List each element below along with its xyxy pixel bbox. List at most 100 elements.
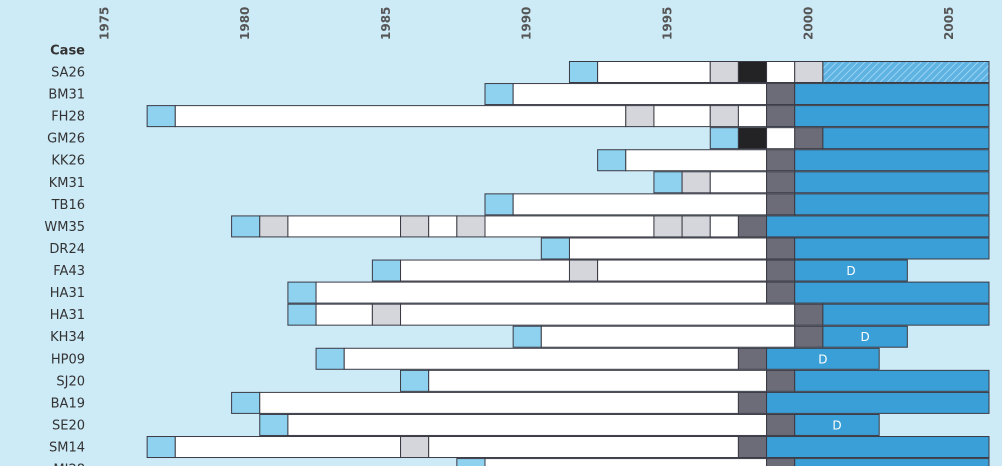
segment [484, 458, 768, 466]
segment [400, 215, 430, 238]
segment [681, 215, 711, 238]
segment [766, 391, 990, 414]
row-label: SM14 [49, 441, 85, 456]
segment [709, 61, 739, 83]
row-label: SJ20 [56, 374, 85, 389]
row-label: GM26 [47, 132, 85, 147]
segment [766, 171, 796, 194]
segment [766, 215, 990, 238]
segment [737, 127, 768, 150]
segment [766, 436, 990, 459]
segment [766, 347, 880, 370]
segment [794, 105, 990, 128]
segment [597, 61, 711, 83]
segment [737, 347, 768, 370]
segment [456, 458, 486, 466]
segment-label: D [818, 352, 827, 366]
segment [794, 458, 990, 466]
segment [568, 259, 599, 282]
segment [766, 61, 796, 83]
segment [737, 391, 768, 414]
segment [766, 369, 796, 392]
segment [146, 105, 176, 128]
segment [343, 347, 739, 370]
segment [512, 193, 768, 216]
segment [681, 171, 711, 194]
segment [822, 325, 908, 348]
row-label: WM35 [44, 220, 85, 235]
segment [146, 436, 176, 459]
segment [231, 391, 261, 414]
segment [766, 193, 796, 216]
row-label: HA31 [50, 286, 85, 301]
segment [484, 83, 514, 106]
segment [174, 436, 402, 459]
segment [287, 413, 768, 436]
segment [709, 105, 739, 128]
segment [484, 215, 655, 238]
segment [400, 436, 430, 459]
row-label: MJ28 [53, 463, 85, 466]
segment-label: D [846, 264, 855, 278]
segment [794, 149, 990, 172]
row-label: FH28 [51, 110, 85, 125]
segment [400, 259, 570, 282]
segment [794, 237, 990, 260]
segment [287, 303, 317, 326]
segment [794, 325, 824, 348]
row-label: FA43 [53, 264, 85, 279]
segment [400, 369, 430, 392]
segment [400, 303, 796, 326]
segment-label: D [832, 418, 841, 432]
row-label: SE20 [52, 418, 85, 433]
segment [709, 215, 739, 238]
segment [287, 281, 317, 304]
segment [231, 215, 261, 238]
segment [625, 149, 768, 172]
row-label: KH34 [50, 330, 85, 345]
segment [540, 325, 796, 348]
segment [794, 127, 824, 150]
row-label: HA31 [50, 308, 85, 323]
segment [597, 149, 627, 172]
segment [794, 303, 824, 326]
segment [709, 171, 768, 194]
segment [371, 259, 402, 282]
segment [512, 83, 768, 106]
segment [428, 369, 768, 392]
segment [456, 215, 486, 238]
segment-label: D [860, 330, 869, 344]
segment [315, 347, 345, 370]
segment [287, 215, 402, 238]
segment [371, 303, 402, 326]
row-label: BM31 [48, 88, 85, 103]
x-tick-label: 1980 [238, 7, 252, 40]
segment [794, 281, 990, 304]
row-label: HP09 [51, 352, 85, 367]
segment [766, 413, 796, 436]
x-tick-label: 1975 [97, 7, 111, 40]
segment [794, 369, 990, 392]
row-label: TB16 [51, 198, 85, 213]
segment [174, 105, 627, 128]
segment [428, 215, 458, 238]
x-tick-label: 1990 [520, 7, 534, 40]
segment [737, 105, 768, 128]
segment [766, 149, 796, 172]
segment [484, 193, 514, 216]
row-label: KM31 [49, 176, 85, 191]
x-tick-label: 1985 [379, 7, 393, 40]
segment [794, 413, 880, 436]
segment [822, 61, 990, 83]
segment [315, 303, 373, 326]
segment [766, 259, 796, 282]
segment [794, 259, 908, 282]
segment [568, 61, 599, 83]
segment [794, 83, 990, 106]
x-tick-label: 2005 [942, 7, 956, 40]
segment [259, 215, 289, 238]
segment [625, 105, 655, 128]
segment [709, 127, 739, 150]
segment [766, 127, 796, 150]
